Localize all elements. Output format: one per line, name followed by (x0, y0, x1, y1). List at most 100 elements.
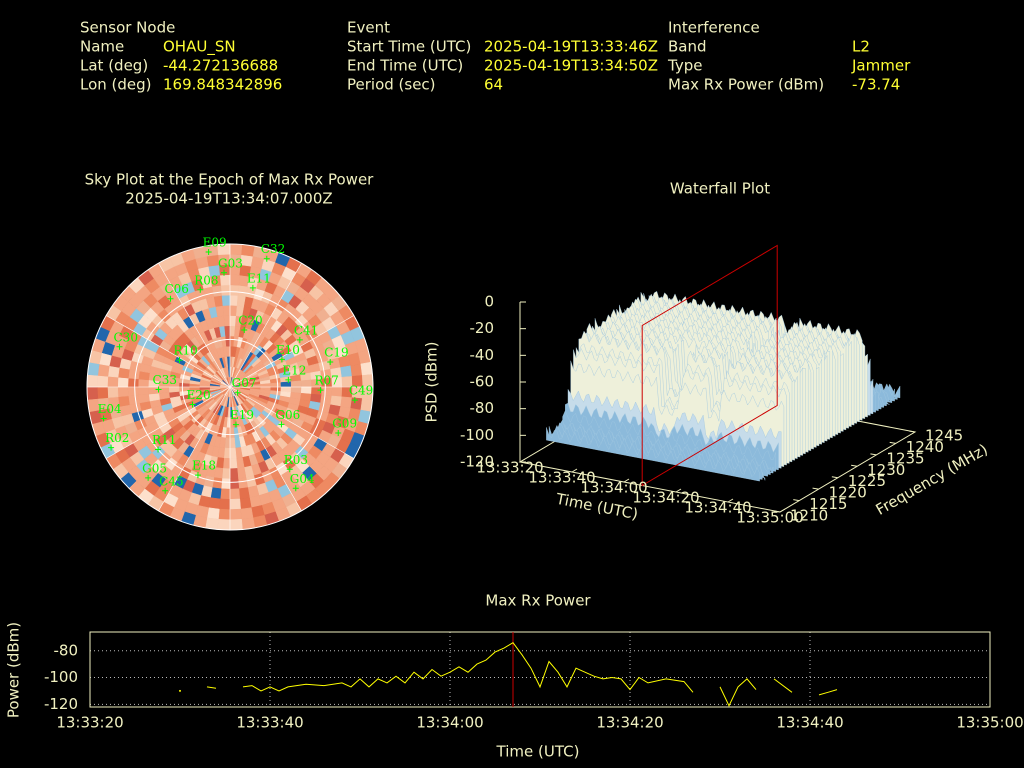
satellite-label: C45 (159, 474, 183, 488)
y-tick (889, 441, 896, 444)
satellite (317, 387, 324, 394)
y-tick-label: 1240 (906, 438, 944, 456)
x-tick-label: 13:33:40 (236, 714, 303, 732)
x-tick-label: 13:34:40 (776, 714, 843, 732)
x-tick-label: 13:33:20 (56, 714, 123, 732)
satellite-label: C30 (114, 330, 138, 344)
azimuth-spoke (229, 263, 302, 388)
field-label: Period (sec) (347, 76, 436, 94)
x-tick (519, 458, 526, 463)
map-cell (96, 386, 109, 399)
y-tick-label: 1210 (790, 507, 828, 525)
chart-subtitle: 2025-04-19T13:34:07.000Z (125, 190, 332, 208)
map-cell (224, 325, 231, 337)
y-tick (831, 476, 838, 479)
map-cell (86, 374, 98, 388)
map-cell (350, 363, 363, 377)
satellite-label: G06 (275, 408, 300, 422)
satellite (296, 336, 303, 343)
power-line (206, 686, 217, 689)
field-label: Start Time (UTC) (347, 38, 471, 56)
y-tick-label: -100 (44, 668, 78, 686)
satellite-label: R07 (315, 374, 339, 388)
map-cell (260, 383, 272, 388)
map-cell (127, 386, 139, 397)
x-tick-label: 13:34:00 (416, 714, 483, 732)
field-label: Max Rx Power (dBm) (668, 76, 824, 94)
map-cell (300, 386, 312, 395)
field-value: 169.848342896 (163, 76, 282, 94)
satellite (189, 401, 196, 408)
map-cell (340, 365, 353, 378)
map-cell (270, 382, 282, 388)
x-tick-label: 13:33:40 (528, 469, 595, 487)
map-cell (221, 468, 231, 480)
y-tick-label: 1215 (809, 495, 847, 513)
map-cell (229, 274, 241, 286)
epoch-plane (641, 244, 778, 487)
satellite-label: R02 (105, 431, 129, 445)
field-label: Name (80, 38, 124, 56)
map-cell (96, 375, 109, 388)
satellite-label: E12 (282, 363, 306, 377)
y-tick-label: 1245 (925, 427, 963, 445)
y-tick-label: -80 (54, 641, 79, 659)
waterfall-plot: Waterfall Plot0-20-40-60-80-100-12013:33… (423, 180, 991, 527)
map-cell (229, 243, 243, 255)
map-cell (239, 497, 252, 510)
map-cell (350, 397, 363, 411)
map-cell (137, 386, 149, 396)
map-cell (229, 519, 243, 531)
x-tick-label: 13:34:20 (632, 489, 699, 507)
satellite-label: C06 (164, 282, 188, 296)
map-cell (238, 487, 250, 500)
satellite-label: C20 (238, 313, 262, 327)
z-axis-label: PSD (dBm) (423, 341, 441, 422)
x-tick (727, 498, 734, 503)
map-cell (222, 457, 231, 469)
y-tick (908, 430, 916, 433)
satellite (176, 357, 183, 364)
map-cell (148, 386, 160, 395)
satellite (108, 444, 115, 451)
x-tick (623, 478, 630, 483)
satellite-label: E20 (187, 388, 211, 402)
map-cell (117, 386, 129, 398)
field-value: -44.272136688 (163, 57, 278, 75)
satellite (221, 269, 228, 276)
surface-slice (546, 427, 760, 482)
field-value: Jammer (851, 57, 911, 75)
z-tick-label: -80 (470, 399, 495, 417)
map-cell (280, 381, 292, 388)
satellite (194, 472, 201, 479)
y-tick-label: 1235 (886, 449, 924, 467)
field-label: Lat (deg) (80, 57, 148, 75)
map-cell (220, 478, 231, 490)
satellite-label: R10 (173, 344, 197, 358)
chart-title: Waterfall Plot (670, 180, 770, 198)
satellite-label: G09 (332, 416, 357, 430)
map-cell (229, 457, 238, 469)
x-tick-label: 13:35:00 (956, 714, 1023, 732)
x-tick (675, 488, 682, 493)
satellite-label: R11 (152, 433, 176, 447)
map-cell (229, 468, 239, 480)
field-value: -73.74 (852, 76, 900, 94)
map-cell (226, 345, 231, 357)
power-line (242, 642, 694, 693)
satellite (351, 397, 358, 404)
field-value: L2 (852, 38, 870, 56)
map-cell (219, 274, 231, 286)
map-cell (117, 376, 129, 388)
y-tick (851, 464, 858, 467)
field-label: Lon (deg) (80, 76, 152, 94)
satellite (205, 249, 212, 256)
satellite-label: C41 (294, 323, 318, 337)
map-cell (127, 377, 139, 388)
z-tick-label: -60 (470, 373, 495, 391)
azimuth-spoke (106, 386, 231, 459)
y-tick (793, 499, 800, 502)
x-tick (571, 468, 578, 473)
map-cell (206, 507, 220, 520)
